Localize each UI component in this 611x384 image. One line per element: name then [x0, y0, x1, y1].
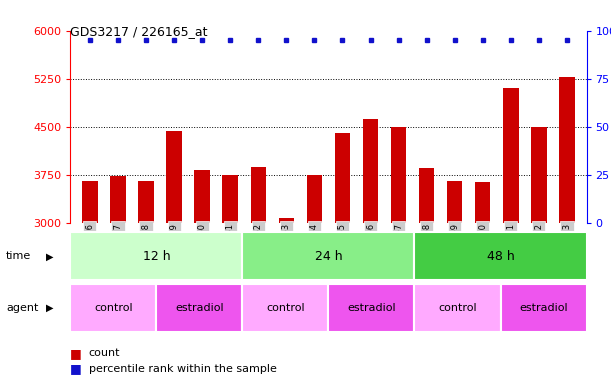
Text: agent: agent [6, 303, 38, 313]
Bar [166, 131, 182, 223]
Bar [531, 127, 547, 223]
Text: GSM286762: GSM286762 [254, 223, 263, 274]
Text: GSM286757: GSM286757 [114, 223, 122, 274]
Text: control: control [438, 303, 477, 313]
Bar [475, 182, 491, 223]
Text: estradiol: estradiol [347, 303, 396, 313]
Bar [414, 284, 500, 332]
Bar [70, 284, 156, 332]
Text: ▶: ▶ [46, 303, 53, 313]
Text: GSM286770: GSM286770 [478, 223, 487, 274]
Text: GSM286761: GSM286761 [225, 223, 235, 274]
Text: ▶: ▶ [46, 251, 53, 262]
Text: 12 h: 12 h [142, 250, 170, 263]
Bar [363, 119, 378, 223]
Bar [70, 232, 243, 280]
Bar [503, 88, 519, 223]
Bar [559, 77, 574, 223]
Text: count: count [89, 348, 120, 358]
Text: percentile rank within the sample: percentile rank within the sample [89, 364, 276, 374]
Bar [335, 133, 350, 223]
Bar [194, 170, 210, 223]
Text: GSM286772: GSM286772 [535, 223, 543, 274]
Bar [156, 284, 243, 332]
Text: GSM286764: GSM286764 [310, 223, 319, 274]
Text: GSM286766: GSM286766 [366, 223, 375, 274]
Bar [414, 232, 587, 280]
Text: 24 h: 24 h [315, 250, 342, 263]
Text: 48 h: 48 h [486, 250, 514, 263]
Bar [329, 284, 414, 332]
Bar [419, 168, 434, 223]
Text: GSM286759: GSM286759 [170, 223, 178, 274]
Bar [279, 218, 294, 223]
Bar [82, 181, 98, 223]
Bar [447, 181, 463, 223]
Text: GSM286758: GSM286758 [142, 223, 150, 274]
Text: GDS3217 / 226165_at: GDS3217 / 226165_at [70, 25, 208, 38]
Text: ■: ■ [70, 362, 86, 375]
Text: GSM286771: GSM286771 [507, 223, 515, 274]
Text: GSM286767: GSM286767 [394, 223, 403, 274]
Text: GSM286769: GSM286769 [450, 223, 459, 274]
Text: GSM286756: GSM286756 [86, 223, 95, 274]
Text: control: control [266, 303, 305, 313]
Text: time: time [6, 251, 31, 262]
Bar [243, 284, 328, 332]
Bar [222, 175, 238, 223]
Text: GSM286768: GSM286768 [422, 223, 431, 274]
Text: GSM286765: GSM286765 [338, 223, 347, 274]
Text: control: control [94, 303, 133, 313]
Bar [243, 232, 414, 280]
Text: GSM286760: GSM286760 [197, 223, 207, 274]
Bar [307, 175, 322, 223]
Text: GSM286763: GSM286763 [282, 223, 291, 274]
Text: GSM286773: GSM286773 [562, 223, 571, 274]
Bar [251, 167, 266, 223]
Text: estradiol: estradiol [175, 303, 224, 313]
Text: estradiol: estradiol [519, 303, 568, 313]
Bar [110, 176, 126, 223]
Text: ■: ■ [70, 347, 86, 360]
Bar [138, 181, 154, 223]
Bar [391, 127, 406, 223]
Bar [500, 284, 587, 332]
